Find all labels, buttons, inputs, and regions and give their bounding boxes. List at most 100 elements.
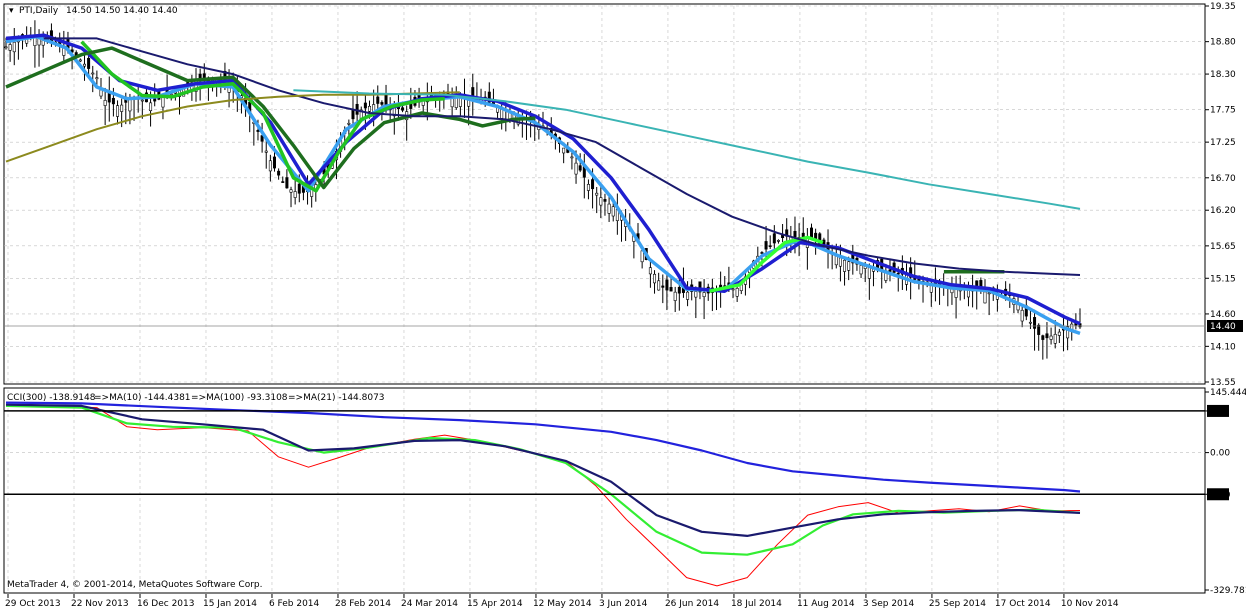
candle-body xyxy=(657,280,661,291)
ma21-label: =>MA(21) -144.8073 xyxy=(288,393,385,403)
price-pane-frame xyxy=(3,3,1206,385)
candle-body xyxy=(653,273,657,284)
candle-body xyxy=(380,102,384,105)
candle-body xyxy=(648,267,652,275)
candle-body xyxy=(591,179,595,190)
x-tick-label: 22 Nov 2013 xyxy=(71,599,129,609)
price-y-tick-label: 14.10 xyxy=(1210,342,1236,352)
candle-body xyxy=(1028,321,1032,324)
candle-body xyxy=(1033,317,1037,329)
price-y-tick-label: 18.30 xyxy=(1210,70,1236,80)
candle-body xyxy=(595,192,599,196)
cci-series-line-2 xyxy=(5,403,1081,537)
candle-body xyxy=(867,266,871,279)
candle-body xyxy=(293,191,297,198)
candle-body xyxy=(91,72,95,75)
candle-body xyxy=(661,285,665,288)
moving-average-line-4 xyxy=(5,46,536,190)
candle-body xyxy=(776,240,780,242)
candle-body xyxy=(1037,324,1041,335)
symbol-dropdown-icon[interactable]: ▾ xyxy=(9,6,14,16)
x-tick-label: 18 Jul 2014 xyxy=(731,599,782,609)
candle-body xyxy=(256,130,260,132)
candle-body xyxy=(297,183,301,194)
candle-body xyxy=(586,184,590,191)
cci-level-box xyxy=(1207,404,1229,417)
price-y-tick-label: 15.65 xyxy=(1210,242,1236,252)
moving-average-line-6 xyxy=(43,37,1081,276)
candle-body xyxy=(731,288,735,291)
candle-body xyxy=(140,99,144,102)
candle-body xyxy=(665,279,669,291)
price-y-tick-label: 18.80 xyxy=(1210,38,1236,48)
current-price-box xyxy=(1207,320,1243,332)
candle-body xyxy=(99,89,103,97)
candle-body xyxy=(277,170,281,176)
candle-body xyxy=(82,63,86,67)
candle-body xyxy=(4,46,8,49)
candle-body xyxy=(8,44,12,51)
ma100-label: =>MA(100) -93.3108 xyxy=(191,393,288,403)
candle-body xyxy=(268,160,272,172)
candle-body xyxy=(272,156,276,169)
candle-body xyxy=(987,292,991,295)
moving-average-line-2 xyxy=(80,40,445,193)
x-tick-label: 26 Jun 2014 xyxy=(665,599,719,609)
candle-body xyxy=(669,287,673,292)
candle-body xyxy=(1057,331,1061,336)
candle-body xyxy=(281,181,285,183)
x-tick-label: 10 Nov 2014 xyxy=(1061,599,1119,609)
cci-label: CCI(300) -138.9148 xyxy=(7,393,96,403)
price-y-tick-label: 15.15 xyxy=(1210,274,1236,284)
candle-body xyxy=(351,109,355,120)
candle-body xyxy=(694,291,698,298)
cci-level-label: -100 xyxy=(1210,490,1231,500)
x-tick-label: 28 Feb 2014 xyxy=(335,599,391,609)
candle-body xyxy=(289,189,293,193)
moving-average-line-3 xyxy=(709,235,824,293)
candle-body xyxy=(128,99,132,112)
candle-body xyxy=(78,59,82,62)
candle-body xyxy=(120,104,124,112)
candle-body xyxy=(1020,309,1024,322)
candle-body xyxy=(909,267,913,278)
candle-body xyxy=(760,252,764,254)
y-axis-ticks: 19.35 18.80 18.30 17.75 17.25 16.70 16.20 15.65… xyxy=(1205,2,1246,596)
candle-body xyxy=(1049,335,1053,340)
x-tick-label: 16 Dec 2013 xyxy=(137,599,195,609)
candle-body xyxy=(95,77,99,80)
candle-body xyxy=(103,100,107,106)
ohlc-label: 14.50 14.50 14.40 14.40 xyxy=(66,6,178,16)
candle-body xyxy=(368,105,372,112)
cci-level-box xyxy=(1207,488,1229,501)
candle-body xyxy=(838,257,842,267)
candle-body xyxy=(401,107,405,111)
candle-body xyxy=(578,165,582,171)
price-y-tick-label: 17.75 xyxy=(1210,106,1236,116)
candle-body xyxy=(1041,335,1045,340)
x-tick-label: 12 May 2014 xyxy=(533,599,592,609)
x-tick-label: 15 Apr 2014 xyxy=(467,599,523,609)
candle-body xyxy=(562,147,566,154)
symbol-label: PTI,Daily xyxy=(19,6,59,16)
candle-body xyxy=(599,197,603,206)
candle-body xyxy=(603,199,607,202)
candle-body xyxy=(12,41,16,53)
candle-body xyxy=(611,206,615,217)
candle-body xyxy=(111,97,115,105)
candle-body xyxy=(376,96,380,104)
candle-body xyxy=(702,292,706,298)
x-tick-label: 29 Oct 2013 xyxy=(5,599,61,609)
cci-layer xyxy=(5,401,1081,587)
cci-series-line-3 xyxy=(5,401,1081,493)
ma10-label: =>MA(10) -144.4381 xyxy=(94,393,191,403)
candle-body xyxy=(149,102,153,112)
x-tick-label: 6 Feb 2014 xyxy=(269,599,320,609)
candle-body xyxy=(384,94,388,106)
x-tick-label: 3 Sep 2014 xyxy=(863,599,915,609)
cci-series-line-0 xyxy=(5,404,1081,587)
reference-lines xyxy=(4,410,1205,496)
candle-body xyxy=(686,291,690,300)
